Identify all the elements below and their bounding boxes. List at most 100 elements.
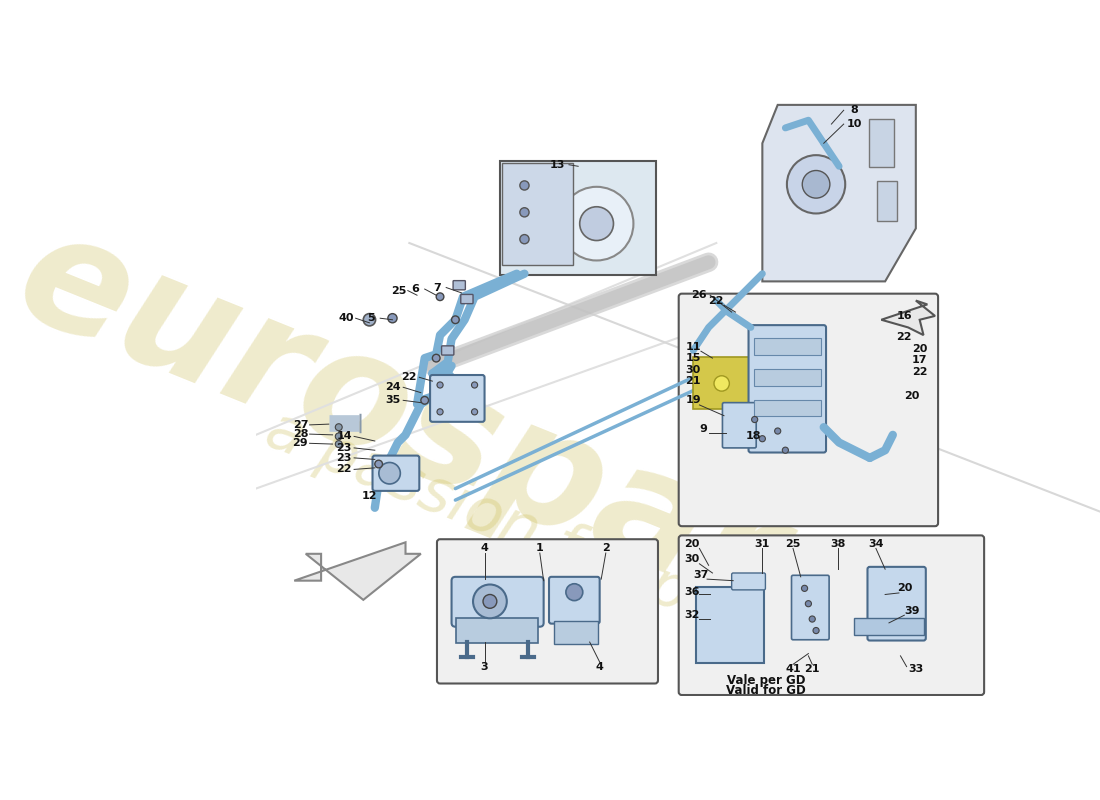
Circle shape	[802, 170, 829, 198]
FancyBboxPatch shape	[732, 573, 766, 590]
FancyBboxPatch shape	[695, 587, 763, 662]
Text: 21: 21	[685, 376, 701, 386]
Circle shape	[437, 293, 444, 301]
Text: 25: 25	[785, 539, 801, 549]
Text: 15: 15	[685, 353, 701, 363]
Circle shape	[782, 447, 789, 454]
Text: 2: 2	[602, 543, 609, 554]
Polygon shape	[881, 301, 935, 335]
FancyBboxPatch shape	[679, 535, 984, 695]
Circle shape	[437, 409, 443, 415]
FancyBboxPatch shape	[754, 399, 821, 417]
Text: 16: 16	[896, 311, 912, 321]
Text: 4: 4	[596, 662, 604, 672]
Text: 30: 30	[684, 554, 700, 564]
FancyBboxPatch shape	[437, 539, 658, 683]
Text: 20: 20	[684, 539, 700, 549]
Text: 6: 6	[411, 284, 419, 294]
Circle shape	[375, 460, 383, 468]
Text: 25: 25	[390, 286, 406, 295]
Circle shape	[378, 462, 400, 484]
Text: 7: 7	[433, 282, 441, 293]
Circle shape	[565, 584, 583, 601]
Text: 29: 29	[293, 438, 308, 448]
Text: 23: 23	[337, 453, 352, 463]
Circle shape	[813, 627, 820, 634]
FancyBboxPatch shape	[554, 621, 598, 643]
Circle shape	[452, 316, 459, 323]
Text: 13: 13	[550, 160, 565, 170]
Text: 9: 9	[700, 424, 707, 434]
Text: Valid for GD: Valid for GD	[726, 684, 806, 697]
Text: 37: 37	[693, 570, 708, 579]
Text: 20: 20	[912, 344, 927, 354]
FancyBboxPatch shape	[854, 618, 924, 635]
FancyBboxPatch shape	[877, 181, 898, 221]
FancyBboxPatch shape	[754, 338, 821, 355]
FancyBboxPatch shape	[754, 369, 821, 386]
Text: 4: 4	[481, 543, 488, 554]
FancyBboxPatch shape	[693, 358, 751, 409]
Text: 18: 18	[746, 431, 761, 442]
Text: 41: 41	[785, 664, 801, 674]
Text: 24: 24	[385, 382, 400, 392]
Circle shape	[810, 616, 815, 622]
Circle shape	[336, 441, 342, 447]
Circle shape	[786, 155, 845, 214]
Text: 14: 14	[337, 431, 352, 442]
FancyBboxPatch shape	[499, 161, 657, 275]
Text: 17: 17	[912, 355, 927, 366]
Circle shape	[759, 436, 766, 442]
Text: 8: 8	[850, 106, 858, 115]
FancyBboxPatch shape	[679, 294, 938, 526]
Text: 19: 19	[685, 395, 701, 406]
FancyBboxPatch shape	[869, 119, 893, 167]
Text: 34: 34	[868, 539, 883, 549]
FancyBboxPatch shape	[452, 577, 543, 626]
Text: 10: 10	[847, 119, 862, 129]
Text: 22: 22	[896, 333, 912, 342]
Text: 27: 27	[293, 420, 308, 430]
Circle shape	[472, 409, 477, 415]
Circle shape	[751, 417, 758, 422]
Circle shape	[520, 208, 529, 217]
Text: 33: 33	[909, 664, 924, 674]
Circle shape	[774, 428, 781, 434]
FancyBboxPatch shape	[441, 346, 454, 355]
Text: eurospares: eurospares	[0, 197, 991, 719]
Circle shape	[363, 314, 375, 326]
Circle shape	[437, 382, 443, 388]
Text: 12: 12	[362, 491, 377, 502]
Text: 22: 22	[337, 464, 352, 474]
Polygon shape	[762, 105, 916, 282]
Text: 20: 20	[896, 583, 912, 594]
Text: 21: 21	[804, 664, 820, 674]
Text: 38: 38	[829, 539, 845, 549]
Text: 26: 26	[692, 290, 707, 300]
Circle shape	[432, 354, 440, 362]
Text: 1: 1	[536, 543, 543, 554]
Circle shape	[473, 585, 507, 618]
Text: Vale per GD: Vale per GD	[727, 674, 805, 687]
Circle shape	[336, 433, 342, 440]
Text: 40: 40	[339, 314, 354, 323]
Polygon shape	[294, 542, 421, 600]
Text: 5: 5	[367, 314, 375, 323]
Circle shape	[483, 594, 497, 608]
Text: 3: 3	[481, 662, 488, 672]
Circle shape	[520, 181, 529, 190]
Circle shape	[336, 424, 342, 430]
Text: 22: 22	[402, 372, 417, 382]
Circle shape	[520, 234, 529, 244]
Text: 20: 20	[904, 391, 920, 402]
Text: 22: 22	[708, 295, 724, 306]
Text: 30: 30	[685, 365, 701, 374]
Text: a passion for parts: a passion for parts	[256, 401, 807, 669]
Text: 23: 23	[337, 443, 352, 453]
Circle shape	[805, 601, 812, 606]
FancyBboxPatch shape	[868, 567, 926, 641]
Text: 32: 32	[684, 610, 700, 620]
FancyBboxPatch shape	[503, 163, 573, 265]
FancyBboxPatch shape	[373, 455, 419, 491]
FancyBboxPatch shape	[748, 325, 826, 453]
